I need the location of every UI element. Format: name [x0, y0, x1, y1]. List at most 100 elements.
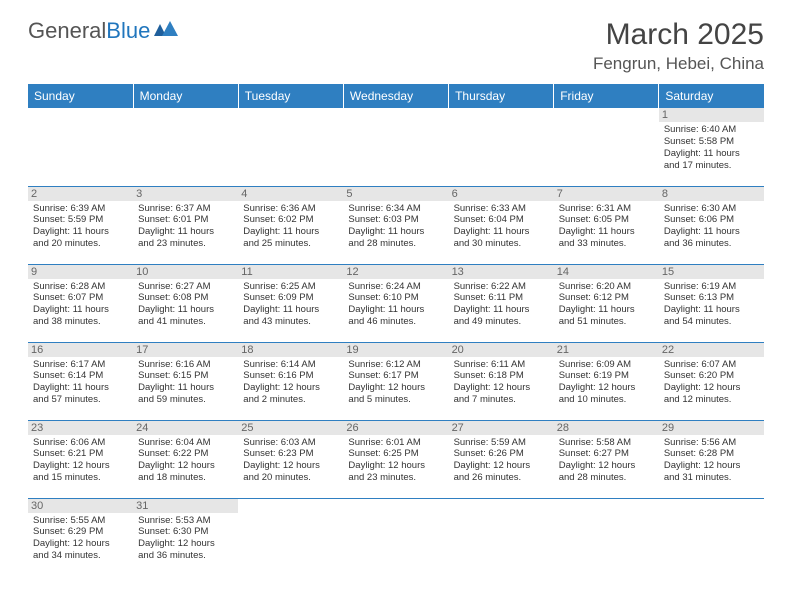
calendar-day-cell: 2Sunrise: 6:39 AMSunset: 5:59 PMDaylight… [28, 186, 133, 264]
day-number: 18 [238, 343, 343, 357]
day-details: Sunrise: 6:19 AMSunset: 6:13 PMDaylight:… [664, 281, 759, 329]
day-number: 9 [28, 265, 133, 279]
day-details: Sunrise: 6:16 AMSunset: 6:15 PMDaylight:… [138, 359, 233, 407]
calendar-day-cell: 12 Sunrise: 6:24 AMSunset: 6:10 PMDayligh… [343, 264, 448, 342]
calendar-day-cell: 17 Sunrise: 6:16 AMSunset: 6:15 PMDayligh… [133, 342, 238, 420]
calendar-empty-cell [343, 108, 448, 186]
calendar-day-cell: 29 Sunrise: 5:56 AMSunset: 6:28 PMDayligh… [659, 420, 764, 498]
day-number: 3 [133, 187, 238, 201]
calendar-day-cell: 21Sunrise: 6:09 AMSunset: 6:19 PMDayligh… [554, 342, 659, 420]
calendar-day-cell: 5Sunrise: 6:34 AMSunset: 6:03 PMDaylight… [343, 186, 448, 264]
day-number: 15 [659, 265, 764, 279]
flag-icon [154, 18, 180, 44]
day-number: 27 [449, 421, 554, 435]
calendar-week-row: 16 Sunrise: 6:17 AMSunset: 6:14 PMDayligh… [28, 342, 764, 420]
calendar-day-cell: 9 Sunrise: 6:28 AMSunset: 6:07 PMDaylight… [28, 264, 133, 342]
day-details: Sunrise: 6:31 AMSunset: 6:05 PMDaylight:… [559, 203, 654, 251]
day-details: Sunrise: 6:20 AMSunset: 6:12 PMDaylight:… [559, 281, 654, 329]
calendar-day-cell: 27 Sunrise: 5:59 AMSunset: 6:26 PMDayligh… [449, 420, 554, 498]
day-details: Sunrise: 6:28 AMSunset: 6:07 PMDaylight:… [33, 281, 128, 329]
calendar-week-row: 9 Sunrise: 6:28 AMSunset: 6:07 PMDaylight… [28, 264, 764, 342]
weekday-header: Thursday [449, 84, 554, 108]
day-number: 14 [554, 265, 659, 279]
calendar-empty-cell [28, 108, 133, 186]
day-number: 10 [133, 265, 238, 279]
calendar-day-cell: 30 Sunrise: 5:55 AMSunset: 6:29 PMDayligh… [28, 498, 133, 576]
calendar-empty-cell [449, 108, 554, 186]
day-details: Sunrise: 6:34 AMSunset: 6:03 PMDaylight:… [348, 203, 443, 251]
calendar-week-row: 1 Sunrise: 6:40 AMSunset: 5:58 PMDaylight… [28, 108, 764, 186]
day-details: Sunrise: 5:59 AMSunset: 6:26 PMDaylight:… [454, 437, 549, 485]
day-number: 30 [28, 499, 133, 513]
calendar-day-cell: 19 Sunrise: 6:12 AMSunset: 6:17 PMDayligh… [343, 342, 448, 420]
day-details: Sunrise: 5:56 AMSunset: 6:28 PMDaylight:… [664, 437, 759, 485]
day-details: Sunrise: 6:30 AMSunset: 6:06 PMDaylight:… [664, 203, 759, 251]
day-details: Sunrise: 6:25 AMSunset: 6:09 PMDaylight:… [243, 281, 338, 329]
calendar-empty-cell [343, 498, 448, 576]
calendar-day-cell: 20Sunrise: 6:11 AMSunset: 6:18 PMDayligh… [449, 342, 554, 420]
day-number: 13 [449, 265, 554, 279]
day-details: Sunrise: 6:24 AMSunset: 6:10 PMDaylight:… [348, 281, 443, 329]
weekday-header: Wednesday [343, 84, 448, 108]
calendar-day-cell: 14 Sunrise: 6:20 AMSunset: 6:12 PMDayligh… [554, 264, 659, 342]
weekday-header: Friday [554, 84, 659, 108]
location: Fengrun, Hebei, China [593, 54, 764, 74]
day-details: Sunrise: 6:27 AMSunset: 6:08 PMDaylight:… [138, 281, 233, 329]
weekday-header: Monday [133, 84, 238, 108]
calendar-body: 1 Sunrise: 6:40 AMSunset: 5:58 PMDaylight… [28, 108, 764, 576]
day-details: Sunrise: 6:17 AMSunset: 6:14 PMDaylight:… [33, 359, 128, 407]
calendar-day-cell: 24 Sunrise: 6:04 AMSunset: 6:22 PMDayligh… [133, 420, 238, 498]
calendar-empty-cell [238, 108, 343, 186]
day-details: Sunrise: 6:39 AMSunset: 5:59 PMDaylight:… [33, 203, 128, 251]
calendar-empty-cell [659, 498, 764, 576]
calendar-day-cell: 4Sunrise: 6:36 AMSunset: 6:02 PMDaylight… [238, 186, 343, 264]
day-number: 26 [343, 421, 448, 435]
calendar-empty-cell [554, 498, 659, 576]
day-number: 24 [133, 421, 238, 435]
calendar-empty-cell [554, 108, 659, 186]
day-number: 11 [238, 265, 343, 279]
calendar-day-cell: 25Sunrise: 6:03 AMSunset: 6:23 PMDayligh… [238, 420, 343, 498]
day-number: 22 [659, 343, 764, 357]
calendar-empty-cell [238, 498, 343, 576]
calendar-day-cell: 10 Sunrise: 6:27 AMSunset: 6:08 PMDayligh… [133, 264, 238, 342]
calendar-day-cell: 3 Sunrise: 6:37 AMSunset: 6:01 PMDaylight… [133, 186, 238, 264]
month-title: March 2025 [593, 18, 764, 52]
day-number: 29 [659, 421, 764, 435]
day-details: Sunrise: 6:04 AMSunset: 6:22 PMDaylight:… [138, 437, 233, 485]
calendar-day-cell: 13 Sunrise: 6:22 AMSunset: 6:11 PMDayligh… [449, 264, 554, 342]
day-details: Sunrise: 6:07 AMSunset: 6:20 PMDaylight:… [664, 359, 759, 407]
day-number: 19 [343, 343, 448, 357]
calendar-day-cell: 11 Sunrise: 6:25 AMSunset: 6:09 PMDayligh… [238, 264, 343, 342]
calendar-day-cell: 18 Sunrise: 6:14 AMSunset: 6:16 PMDayligh… [238, 342, 343, 420]
day-details: Sunrise: 6:22 AMSunset: 6:11 PMDaylight:… [454, 281, 549, 329]
day-details: Sunrise: 6:40 AMSunset: 5:58 PMDaylight:… [664, 124, 759, 172]
day-details: Sunrise: 5:55 AMSunset: 6:29 PMDaylight:… [33, 515, 128, 563]
logo-text-general: General [28, 18, 106, 44]
day-details: Sunrise: 6:14 AMSunset: 6:16 PMDaylight:… [243, 359, 338, 407]
calendar-day-cell: 8Sunrise: 6:30 AMSunset: 6:06 PMDaylight… [659, 186, 764, 264]
day-number: 31 [133, 499, 238, 513]
calendar-day-cell: 1 Sunrise: 6:40 AMSunset: 5:58 PMDaylight… [659, 108, 764, 186]
day-details: Sunrise: 6:33 AMSunset: 6:04 PMDaylight:… [454, 203, 549, 251]
calendar-week-row: 30 Sunrise: 5:55 AMSunset: 6:29 PMDayligh… [28, 498, 764, 576]
day-number: 28 [554, 421, 659, 435]
calendar-day-cell: 28Sunrise: 5:58 AMSunset: 6:27 PMDayligh… [554, 420, 659, 498]
calendar-empty-cell [449, 498, 554, 576]
day-details: Sunrise: 6:11 AMSunset: 6:18 PMDaylight:… [454, 359, 549, 407]
day-number: 6 [449, 187, 554, 201]
day-number: 1 [659, 108, 764, 122]
calendar-day-cell: 16 Sunrise: 6:17 AMSunset: 6:14 PMDayligh… [28, 342, 133, 420]
calendar-day-cell: 26Sunrise: 6:01 AMSunset: 6:25 PMDayligh… [343, 420, 448, 498]
day-details: Sunrise: 6:37 AMSunset: 6:01 PMDaylight:… [138, 203, 233, 251]
day-number: 16 [28, 343, 133, 357]
day-number: 25 [238, 421, 343, 435]
weekday-header-row: SundayMondayTuesdayWednesdayThursdayFrid… [28, 84, 764, 108]
day-number: 12 [343, 265, 448, 279]
calendar-day-cell: 15 Sunrise: 6:19 AMSunset: 6:13 PMDayligh… [659, 264, 764, 342]
calendar-day-cell: 22 Sunrise: 6:07 AMSunset: 6:20 PMDayligh… [659, 342, 764, 420]
day-number: 17 [133, 343, 238, 357]
calendar-day-cell: 7Sunrise: 6:31 AMSunset: 6:05 PMDaylight… [554, 186, 659, 264]
day-details: Sunrise: 5:53 AMSunset: 6:30 PMDaylight:… [138, 515, 233, 563]
day-details: Sunrise: 6:12 AMSunset: 6:17 PMDaylight:… [348, 359, 443, 407]
